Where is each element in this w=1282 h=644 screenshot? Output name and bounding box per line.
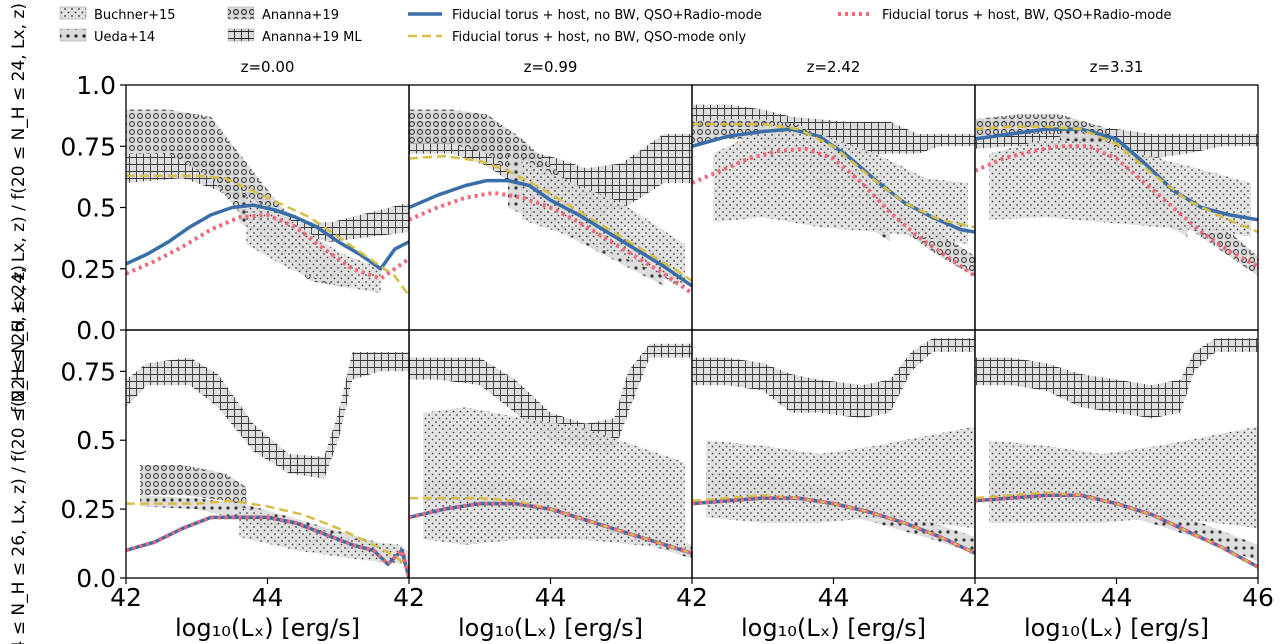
line-fiducial-torus-host-no-bw-qso-mode-only (975, 125, 1258, 234)
legend-label: Fiducial torus + host, no BW, QSO+Radio-… (452, 8, 762, 23)
band-buchner-15 (423, 407, 685, 551)
x-tick-label: 42 (959, 583, 991, 612)
line-fiducial-torus-host-no-bw-qso-radio-mode (975, 127, 1258, 222)
line-fiducial-torus-host-bw-qso-radio-mode (975, 144, 1258, 269)
legend-item-fiducial-torus-host-no-bw-qso-radio-mode: Fiducial torus + host, no BW, QSO+Radio-… (408, 8, 762, 23)
band-ananna-19-ml (975, 338, 1258, 419)
line-fiducial-torus-host-bw-qso-radio-mode (126, 515, 409, 578)
panel-top-1 (408, 84, 693, 331)
x-axis-label: log₁₀(Lₓ) [erg/s] (175, 614, 360, 642)
y-tick-label: 0.0 (76, 316, 116, 345)
line-fiducial-torus-host-no-bw-qso-radio-mode (409, 178, 692, 288)
panel-bottom-2 (691, 329, 976, 579)
band-buchner-15 (989, 138, 1251, 237)
ylabel-bottom: f(24 ≤ N_H ≤ 26, Lx, z) / f(20 ≤ N_H ≤ 2… (9, 265, 29, 644)
panel-titles: z=0.00 z=0.99 z=2.42 z=3.31 (241, 58, 1144, 76)
y-tick-label: 0.5 (76, 194, 116, 223)
line-fiducial-torus-host-no-bw-qso-mode-only (409, 496, 692, 555)
legend-item-ueda-14: Ueda+14 (59, 28, 155, 45)
line-fiducial-torus-host-no-bw-qso-mode-only (409, 154, 692, 283)
panel-top-0 (125, 84, 410, 331)
band-buchner-15 (706, 426, 975, 529)
legend: Buchner+15 Ueda+14 Ananna+19 Ananna+19 ML Fi… (59, 6, 1172, 45)
x-axis-label: log₁₀(Lₓ) [erg/s] (741, 614, 926, 642)
x-tick-label: 42 (110, 583, 142, 612)
band-ananna-19-ml (126, 352, 409, 479)
y-tick-label: 0.0 (76, 564, 116, 593)
panels (125, 84, 1259, 579)
legend-swatch (227, 28, 255, 42)
legend-label: Ananna+19 ML (262, 30, 362, 45)
legend-swatch (227, 6, 255, 20)
line-fiducial-torus-host-bw-qso-radio-mode (975, 493, 1258, 569)
x-tick-label: 46 (1242, 583, 1274, 612)
legend-item-ananna-19: Ananna+19 (227, 6, 339, 23)
legend-item-buchner-15: Buchner+15 (59, 6, 176, 23)
y-tick-label: 1.0 (76, 71, 116, 100)
x-tick-label: 42 (676, 583, 708, 612)
legend-swatch (59, 6, 87, 20)
band-buchner-15 (713, 129, 968, 245)
line-fiducial-torus-host-bw-qso-radio-mode (692, 496, 975, 556)
legend-item-fiducial-torus-host-no-bw-qso-mode-only: Fiducial torus + host, no BW, QSO-mode o… (408, 30, 746, 45)
band-ananna-19 (140, 465, 247, 510)
line-fiducial-torus-host-no-bw-qso-radio-mode (692, 127, 975, 234)
band-ananna-19-ml (692, 104, 975, 157)
panel-title: z=2.42 (807, 58, 861, 76)
line-fiducial-torus-host-bw-qso-radio-mode (692, 146, 975, 278)
y-tick-label: 0.25 (60, 495, 116, 524)
x-tick-label: 44 (1101, 583, 1133, 612)
x-axis-label: log₁₀(Lₓ) [erg/s] (458, 614, 643, 642)
panel-bottom-0 (125, 329, 410, 579)
line-fiducial-torus-host-no-bw-qso-mode-only (692, 122, 975, 229)
y-tick-label: 0.5 (76, 426, 116, 455)
band-ananna-19 (975, 114, 1258, 277)
line-fiducial-torus-host-bw-qso-radio-mode (409, 190, 692, 295)
ylabel-top: f(22 ≤ N_H ≤ 24, Lx, z) / f(20 ≤ N_H ≤ 2… (9, 3, 29, 413)
band-ananna-19-ml (126, 148, 409, 242)
panel-title: z=0.99 (524, 58, 578, 76)
y-tick-label: 0.75 (60, 357, 116, 386)
panel-title: z=0.00 (241, 58, 295, 76)
line-fiducial-torus-host-bw-qso-radio-mode (126, 212, 409, 281)
legend-swatch (59, 28, 87, 42)
legend-label: Fiducial torus + host, no BW, QSO-mode o… (452, 30, 746, 45)
x-tick-label: 44 (252, 583, 284, 612)
legend-item-fiducial-torus-host-bw-qso-radio-mode: Fiducial torus + host, BW, QSO+Radio-mod… (838, 8, 1172, 23)
band-ananna-19-ml (409, 343, 692, 452)
panel-bottom-1 (408, 329, 693, 579)
panel-top-3 (974, 84, 1259, 331)
y-tick-label: 0.25 (60, 255, 116, 284)
line-fiducial-torus-host-no-bw-qso-radio-mode (126, 203, 409, 271)
y-tick-label: 0.75 (60, 132, 116, 161)
panel-top-2 (691, 84, 976, 331)
x-axis-label: log₁₀(Lₓ) [erg/s] (1024, 614, 1209, 642)
legend-label: Ananna+19 (262, 8, 339, 23)
panel-title: z=3.31 (1090, 58, 1144, 76)
band-ananna-19-ml (692, 338, 975, 419)
legend-item-ananna-19-ml: Ananna+19 ML (227, 28, 362, 45)
y-axis-labels: f(22 ≤ N_H ≤ 24, Lx, z) / f(20 ≤ N_H ≤ 2… (9, 3, 126, 644)
band-buchner-15 (989, 426, 1258, 529)
x-tick-label: 44 (535, 583, 567, 612)
line-fiducial-torus-host-no-bw-qso-mode-only (126, 499, 409, 568)
x-tick-label: 44 (818, 583, 850, 612)
panel-bottom-3 (974, 329, 1259, 579)
legend-label: Fiducial torus + host, BW, QSO+Radio-mod… (882, 8, 1172, 23)
x-tick-label: 42 (393, 583, 425, 612)
legend-label: Buchner+15 (94, 8, 176, 23)
legend-label: Ueda+14 (94, 30, 155, 45)
line-fiducial-torus-host-no-bw-qso-mode-only (126, 174, 409, 297)
